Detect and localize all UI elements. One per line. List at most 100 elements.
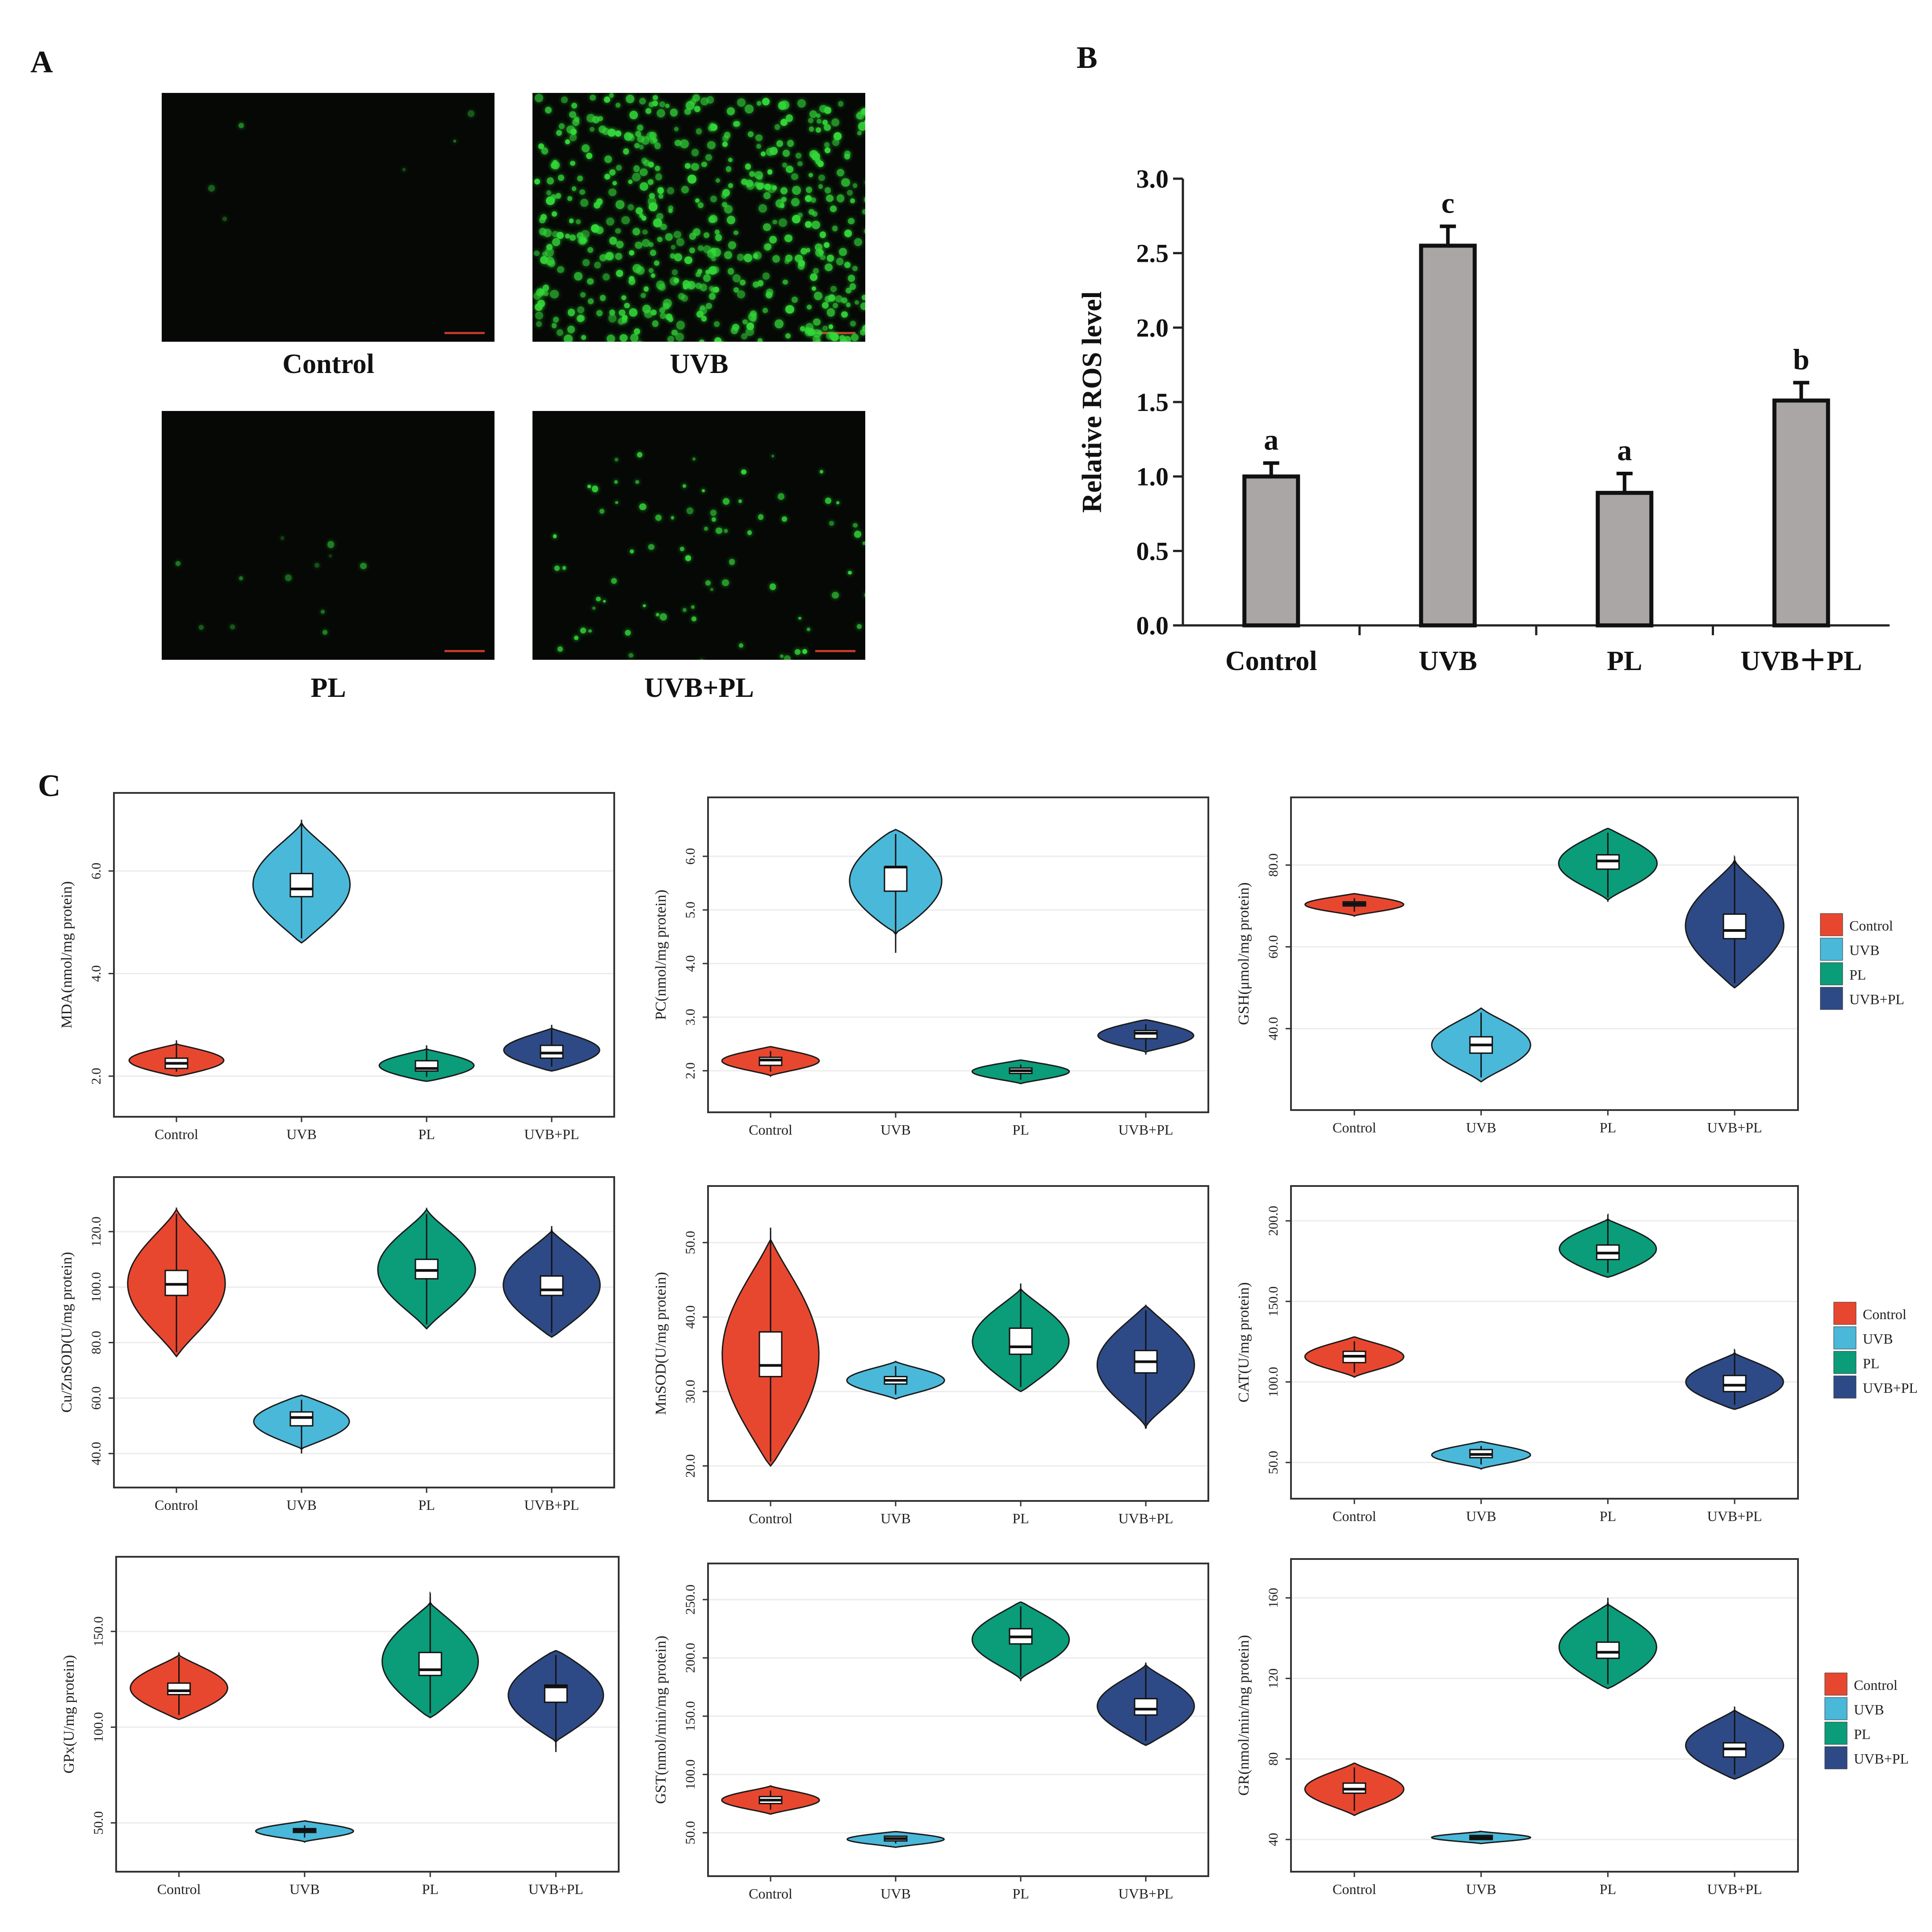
fluorescent-cell xyxy=(590,126,595,132)
x-tick-label: PL xyxy=(1012,1122,1029,1138)
x-tick-label: Control xyxy=(1333,1881,1376,1897)
legend-swatch xyxy=(1820,962,1843,985)
fluorescent-cell xyxy=(608,314,617,323)
fluorescent-cell xyxy=(680,547,684,551)
y-axis-label: CAT(U/mg protein) xyxy=(1236,1282,1252,1402)
fluorescent-cell xyxy=(722,142,728,147)
fluorescent-cell xyxy=(711,248,716,253)
x-tick-label: UVB xyxy=(1466,1119,1496,1136)
fluorescent-cell xyxy=(757,280,764,286)
fluorescent-cell xyxy=(545,106,552,113)
fluorescent-cell xyxy=(846,287,852,293)
fluorescent-cell xyxy=(536,321,542,327)
fluorescent-cell xyxy=(648,544,654,550)
fluorescent-cell xyxy=(848,570,852,575)
bar xyxy=(1596,490,1654,628)
y-tick-label: 2.0 xyxy=(1136,313,1169,342)
fluorescent-cell xyxy=(780,100,789,109)
fluorescent-cell xyxy=(620,334,628,342)
fluorescent-cell xyxy=(701,316,707,322)
legend-label: UVB xyxy=(1854,1702,1884,1718)
fluorescent-cell xyxy=(772,219,777,225)
x-tick-label: PL xyxy=(1012,1886,1029,1902)
fluorescent-cell xyxy=(682,280,690,288)
fluorescent-cell xyxy=(618,318,625,325)
fluorescent-cell xyxy=(633,328,640,335)
fluorescent-cell xyxy=(552,238,560,246)
fluorescent-cell xyxy=(539,228,547,235)
legend-swatch xyxy=(1820,913,1843,936)
micrograph-pl xyxy=(162,411,495,660)
x-tick-label: UVB+PL xyxy=(1119,1122,1173,1138)
fluorescent-cell xyxy=(741,179,748,185)
fluorescent-cell xyxy=(836,168,844,177)
legend-label: UVB+PL xyxy=(1854,1751,1909,1767)
fluorescent-cell xyxy=(592,607,595,610)
fluorescent-cell xyxy=(715,230,720,235)
fluorescent-cell xyxy=(698,202,704,209)
fluorescent-cell xyxy=(762,308,768,314)
x-tick-label: UVB xyxy=(286,1126,317,1142)
fluorescent-cell xyxy=(637,124,643,131)
fluorescent-cell xyxy=(612,181,617,186)
fluorescent-cell xyxy=(746,327,754,336)
fluorescent-cell xyxy=(674,253,682,261)
fluorescent-cell xyxy=(852,266,858,272)
fluorescent-cell xyxy=(771,454,774,457)
legend-label: UVB xyxy=(1849,942,1880,958)
fluorescent-cell xyxy=(605,253,612,260)
fluorescent-cell xyxy=(776,140,783,147)
micrograph-label-pl: PL xyxy=(310,673,346,703)
legend-swatch xyxy=(1824,1746,1848,1769)
plot-frame xyxy=(1290,1558,1799,1873)
fluorescent-cell xyxy=(557,646,563,652)
fluorescent-cell xyxy=(657,236,663,243)
fluorescent-cell xyxy=(590,94,596,101)
fluorescent-cell xyxy=(727,268,734,275)
x-tick-label: UVB+PL xyxy=(524,1497,579,1513)
plot-frame xyxy=(1290,1185,1799,1500)
fluorescent-cell xyxy=(648,202,658,212)
x-tick-label: UVB+PL xyxy=(1119,1886,1173,1902)
fluorescent-cell xyxy=(704,527,708,531)
fluorescent-cell xyxy=(624,629,631,636)
significance-label: b xyxy=(1793,344,1810,376)
fluorescent-cell xyxy=(565,139,570,145)
fluorescent-cell xyxy=(853,523,858,528)
fluorescent-cell xyxy=(591,486,599,492)
fluorescent-cell xyxy=(659,307,665,314)
fluorescent-cell xyxy=(710,510,717,516)
fluorescent-cell xyxy=(635,207,643,214)
fluorescent-cell xyxy=(703,274,711,282)
fluorescent-cell xyxy=(535,311,543,319)
fluorescent-cell xyxy=(804,327,811,334)
fluorescent-cell xyxy=(670,253,675,259)
fluorescent-cell xyxy=(652,101,658,107)
fluorescent-cell xyxy=(748,312,757,322)
fluorescent-cell xyxy=(632,227,641,236)
y-tick-label: 100.0 xyxy=(91,1712,106,1743)
y-tick-label: 50.0 xyxy=(91,1811,106,1835)
fluorescent-cell xyxy=(733,287,739,293)
legend-label: UVB+PL xyxy=(1863,1380,1918,1396)
fluorescent-cell xyxy=(784,655,791,660)
fluorescent-cell xyxy=(637,135,645,143)
x-tick-label: UVB+PL xyxy=(1707,1119,1762,1136)
fluorescent-cell xyxy=(599,295,606,301)
fluorescent-cell xyxy=(821,302,829,309)
x-tick-label: Control xyxy=(749,1886,792,1902)
fluorescent-cell xyxy=(818,174,825,181)
fluorescent-cell xyxy=(809,273,817,281)
fluorescent-cell xyxy=(239,576,243,580)
fluorescent-cell xyxy=(826,195,834,202)
fluorescent-cell xyxy=(733,230,739,235)
fluorescent-cell xyxy=(783,279,788,285)
fluorescent-cell xyxy=(716,178,721,183)
fluorescent-cell xyxy=(834,132,842,140)
fluorescent-cell xyxy=(805,186,812,193)
fluorescent-cell xyxy=(798,213,803,218)
fluorescent-cell xyxy=(824,107,831,114)
fluorescent-cell xyxy=(571,186,577,191)
fluorescent-cell xyxy=(637,452,642,458)
